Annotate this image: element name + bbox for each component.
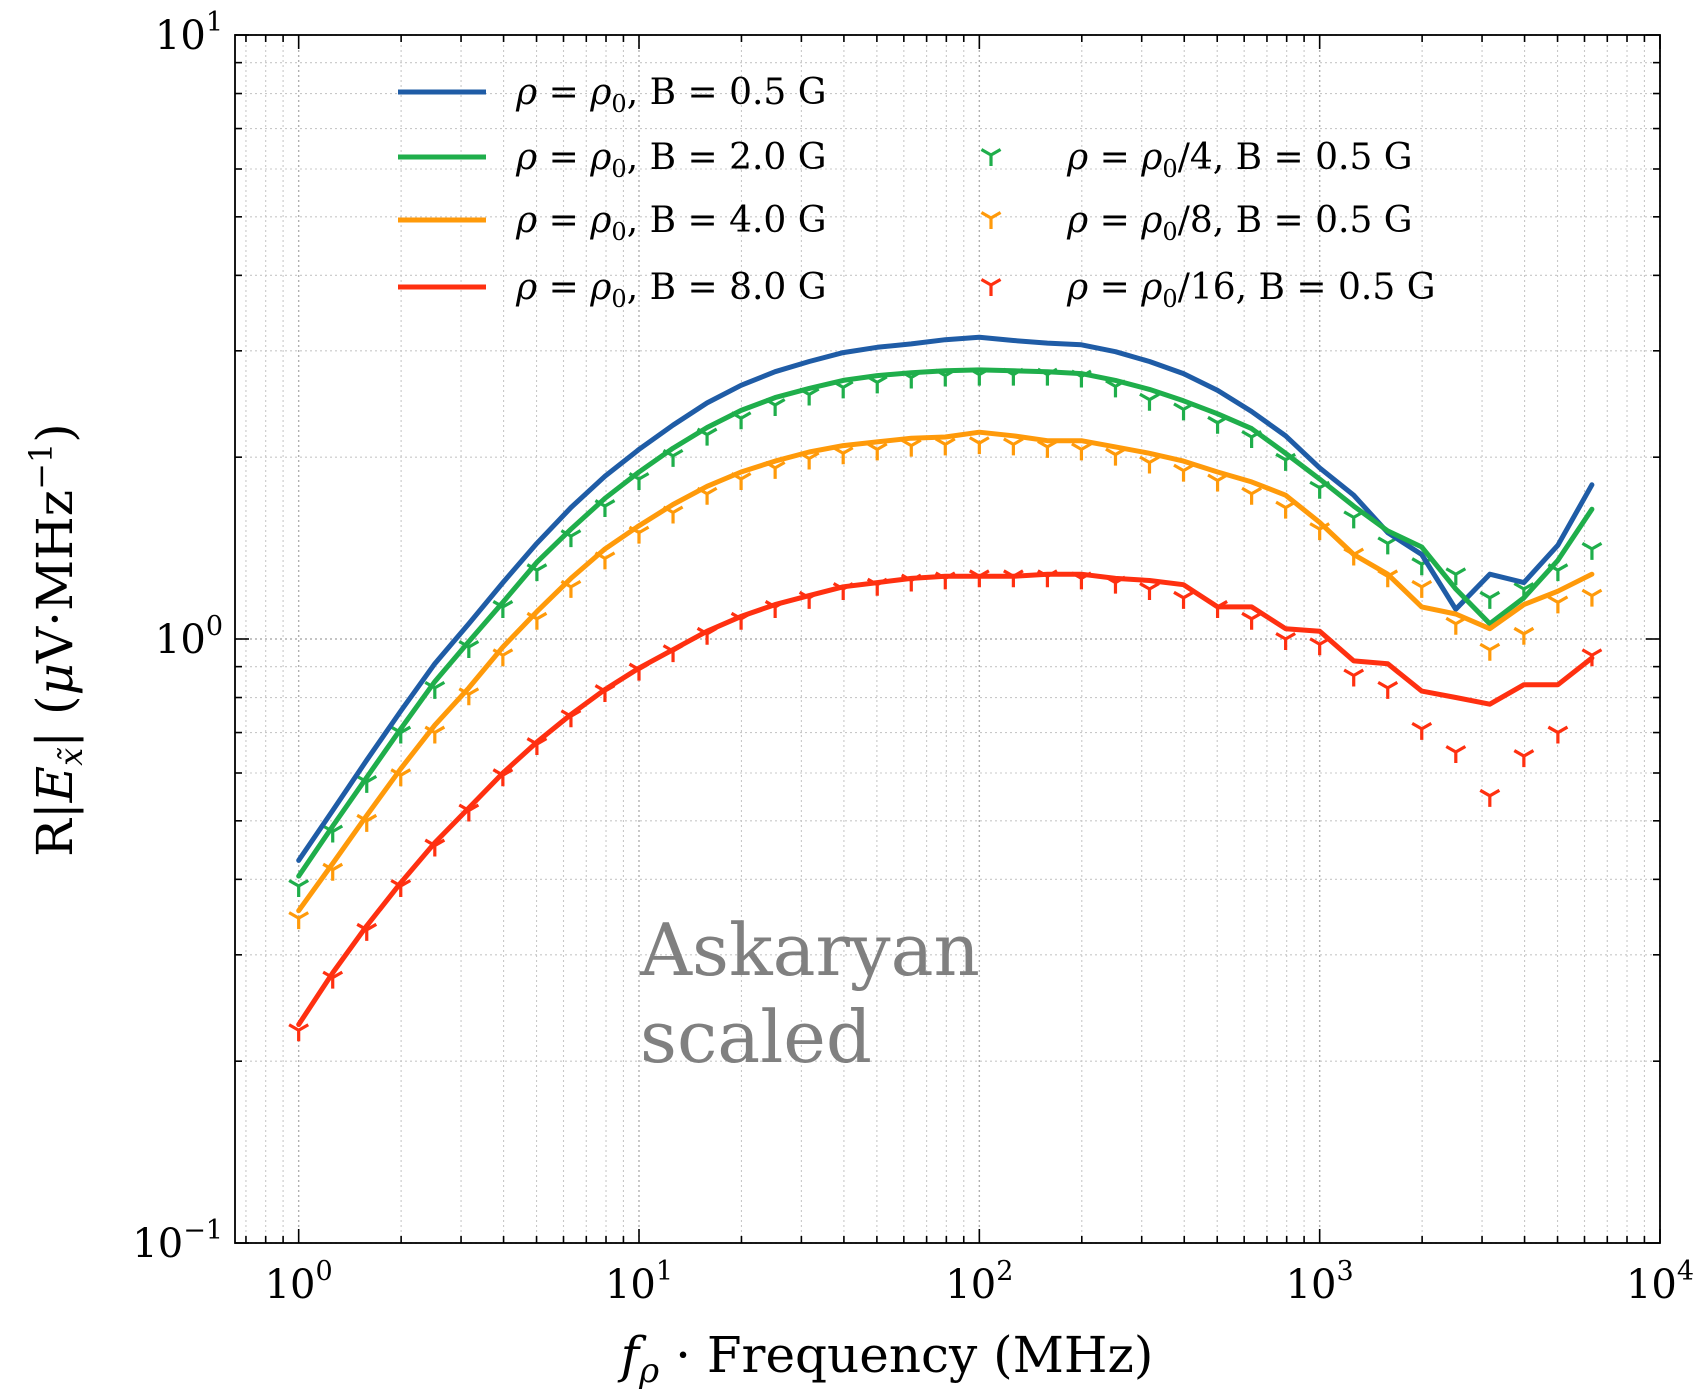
annotation: Askaryan scaled [639,908,980,1079]
data-point [1479,788,1501,807]
annotation-line-1: Askaryan [639,908,980,992]
legend-label: ρ = ρ0, B = 2.0 G [515,137,827,183]
x-axis-label: fρ · Frequency (MHz) [617,1326,1154,1391]
data-point [1581,541,1603,560]
data-point [1547,725,1569,744]
y-tick-label: 10−1 [132,1215,223,1267]
data-point [1411,721,1433,740]
legend-entry: ρ = ρ0/4, B = 0.5 G [980,137,1413,183]
data-point [1139,582,1160,600]
series-2 [296,429,1595,914]
y-tick-exp: 0 [206,611,223,642]
data-point [1139,392,1160,411]
y-tick-exp: 1 [206,7,223,38]
data-point [1479,590,1501,609]
legend-entry: ρ = ρ0/8, B = 0.5 G [980,200,1413,246]
data-point [1411,579,1433,598]
data-point [288,879,310,897]
data-point [1071,442,1092,461]
y-tick-base: 10 [132,1221,183,1267]
series-layer [288,334,1603,1042]
legend-marker [980,148,1002,166]
annotation-line-2: scaled [640,995,872,1079]
legend-marker [980,278,1002,296]
legend-label: ρ = ρ0, B = 4.0 G [515,200,827,246]
legend-label: ρ = ρ0/16, B = 0.5 G [1066,267,1435,313]
data-point [1377,680,1399,699]
series-3 [296,571,1595,1027]
data-point [1173,590,1194,609]
y-tick-base: 10 [155,13,206,59]
legend-label: ρ = ρ0/4, B = 0.5 G [1066,137,1413,183]
series-1 [296,367,1595,879]
x-tick-base: 10 [605,1262,656,1308]
data-point [288,1023,310,1042]
legend-label: ρ = ρ0, B = 0.5 G [515,72,827,118]
x-tick-label: 104 [1626,1256,1694,1308]
data-point [1445,567,1467,586]
x-tick-exp: 3 [1337,1256,1354,1287]
data-point [1275,632,1296,650]
grid [235,34,1661,1244]
data-point [1479,642,1501,661]
x-tick-base: 10 [1626,1262,1677,1308]
axis-ticks [235,34,1661,1244]
legend-entry: ρ = ρ0, B = 0.5 G [398,72,827,118]
legend-entry: ρ = ρ0, B = 2.0 G [398,137,827,183]
x-tick-base: 10 [1286,1262,1337,1308]
data-point [934,437,956,456]
x-tick-base: 10 [945,1262,996,1308]
y-tick-label: 100 [155,611,223,663]
series-line [296,571,1595,1027]
x-tick-label: 100 [265,1256,333,1308]
series-line [296,429,1595,914]
data-point [1241,486,1262,505]
series-line [296,367,1595,879]
data-point [1513,626,1535,645]
data-point [1343,668,1365,687]
y-tick-label: 101 [155,7,223,59]
legend: ρ = ρ0, B = 0.5 G ρ = ρ0, B = 2.0 G ρ = ρ0… [398,72,1435,313]
legend-entry: ρ = ρ0/16, B = 0.5 G [980,267,1435,313]
x-tick-base: 10 [265,1262,316,1308]
legend-label: ρ = ρ0/8, B = 0.5 G [1066,200,1413,246]
x-tick-exp: 1 [656,1256,673,1287]
x-tick-exp: 0 [316,1256,333,1287]
y-tick-base: 10 [155,617,206,663]
data-point [1445,745,1467,763]
data-point [1513,749,1535,768]
y-tick-exp: −1 [183,1215,223,1246]
x-tick-label: 102 [945,1256,1013,1308]
x-tick-exp: 4 [1677,1256,1694,1287]
x-tick-label: 101 [605,1256,673,1308]
data-point [968,436,990,455]
x-tick-label: 103 [1286,1256,1354,1308]
legend-entry: ρ = ρ0, B = 8.0 G [398,267,827,313]
y-axis-label: R|Ex̃| (μV·MHz−1) [22,423,90,857]
legend-marker [980,211,1002,229]
data-point [1547,595,1569,614]
legend-label: ρ = ρ0, B = 8.0 G [515,267,827,313]
legend-entry: ρ = ρ0, B = 4.0 G [398,200,827,246]
x-tick-exp: 2 [996,1256,1013,1287]
data-point [288,911,310,930]
data-point [1139,455,1160,474]
data-point [1581,588,1603,607]
data-point [1003,437,1024,456]
